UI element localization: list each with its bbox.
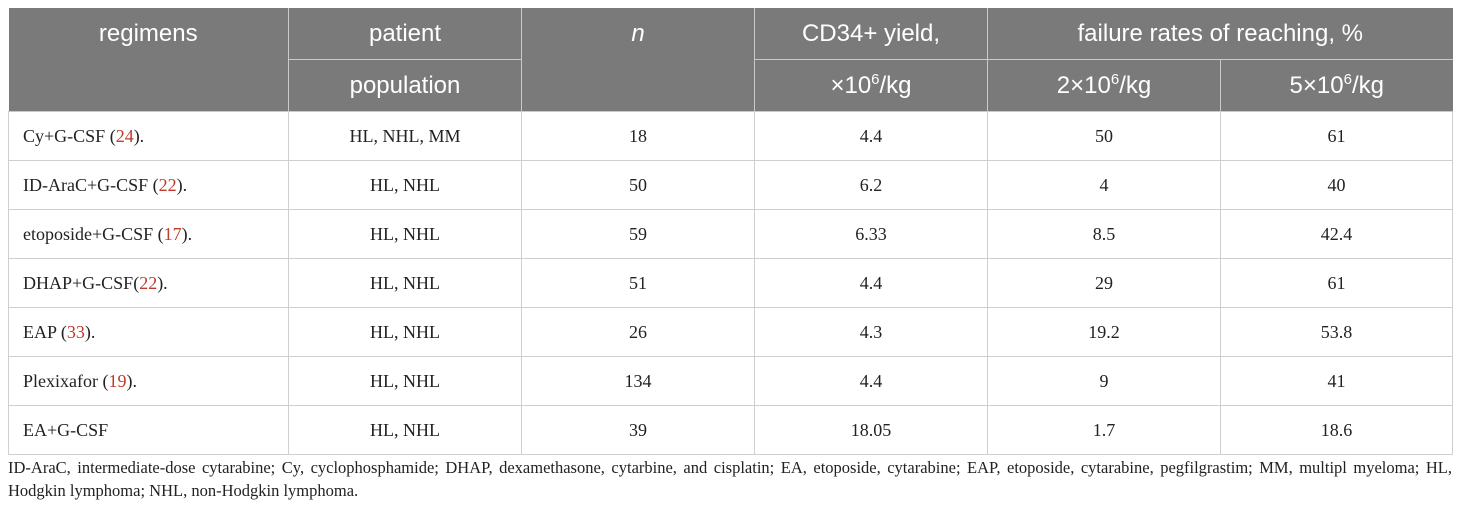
header-fail-2-prefix: 2×10 <box>1056 71 1111 99</box>
regimen-name: ID-AraC+G-CSF <box>23 174 153 195</box>
header-yield-top: CD34+ yield, <box>754 8 988 60</box>
reference-link[interactable]: 19 <box>108 370 127 391</box>
header-fail-5: 5×106/kg <box>1220 59 1453 112</box>
cell-fail-2: 29 <box>987 258 1221 308</box>
ref-open: ( <box>157 223 164 244</box>
cell-regimen: EA+G-CSF <box>8 405 289 455</box>
cell-n: 59 <box>521 209 755 259</box>
cell-fail-2: 9 <box>987 356 1221 406</box>
ref-open: ( <box>109 125 116 146</box>
header-fail-2-exp: 6 <box>1110 70 1120 88</box>
ref-open: ( <box>102 370 109 391</box>
header-failure-rates: failure rates of reaching, % <box>987 8 1453 60</box>
header-yield-suffix: /kg <box>879 71 912 99</box>
cell-population: HL, NHL <box>288 307 522 357</box>
ref-open: ( <box>60 321 67 342</box>
cell-n: 39 <box>521 405 755 455</box>
cell-regimen: ID-AraC+G-CSF (22). <box>8 160 289 210</box>
reference-link[interactable]: 33 <box>66 321 85 342</box>
table-header: regimens patient n CD34+ yield, failure … <box>8 8 1453 112</box>
cell-regimen: EAP (33). <box>8 307 289 357</box>
cell-fail-2: 1.7 <box>987 405 1221 455</box>
cell-yield: 4.3 <box>754 307 988 357</box>
reference-link[interactable]: 17 <box>163 223 182 244</box>
cell-n: 51 <box>521 258 755 308</box>
regimen-comparison-table: regimens patient n CD34+ yield, failure … <box>8 8 1454 455</box>
header-yield-bottom: ×106/kg <box>754 59 988 112</box>
regimen-name: etoposide+G-CSF <box>23 223 158 244</box>
header-fail-5-exp: 6 <box>1343 70 1352 88</box>
table-row: etoposide+G-CSF (17). HL, NHL 59 6.33 8.5 42.… <box>8 209 1454 259</box>
cell-fail-5: 53.8 <box>1219 307 1454 357</box>
cell-regimen: Plexixafor (19). <box>8 356 289 406</box>
cell-fail-5: 18.6 <box>1219 405 1454 455</box>
reference-link[interactable]: 22 <box>139 272 158 293</box>
ref-close: ). <box>133 125 145 146</box>
cell-yield: 4.4 <box>754 356 988 406</box>
table-row: DHAP+G-CSF(22). HL, NHL 51 4.4 29 61 <box>8 258 1454 308</box>
cell-population: HL, NHL <box>288 160 522 210</box>
cell-yield: 4.4 <box>754 258 988 308</box>
cell-n: 18 <box>521 111 755 161</box>
cell-fail-5: 41 <box>1219 356 1454 406</box>
reference-link[interactable]: 22 <box>158 174 177 195</box>
cell-population: HL, NHL <box>288 258 522 308</box>
table-row: Plexixafor (19). HL, NHL 134 4.4 9 41 <box>8 356 1454 406</box>
table-row: Cy+G-CSF (24). HL, NHL, MM 18 4.4 50 61 <box>8 111 1454 161</box>
header-yield-prefix: ×10 <box>830 71 872 99</box>
cell-yield: 6.2 <box>754 160 988 210</box>
cell-fail-5: 61 <box>1219 258 1454 308</box>
header-fail-5-prefix: 5×10 <box>1289 71 1344 99</box>
regimen-name: DHAP+G-CSF <box>23 272 134 293</box>
ref-close: ). <box>176 174 188 195</box>
cell-n: 134 <box>521 356 755 406</box>
header-regimens: regimens <box>8 8 289 112</box>
cell-fail-2: 8.5 <box>987 209 1221 259</box>
cell-n: 26 <box>521 307 755 357</box>
ref-close: ). <box>84 321 96 342</box>
header-patient-top: patient <box>288 8 522 60</box>
cell-fail-2: 4 <box>987 160 1221 210</box>
regimen-name: Plexixafor <box>23 370 103 391</box>
header-yield-exp: 6 <box>871 70 880 88</box>
cell-fail-5: 42.4 <box>1219 209 1454 259</box>
table-row: EA+G-CSF HL, NHL 39 18.05 1.7 18.6 <box>8 405 1454 455</box>
table-row: ID-AraC+G-CSF (22). HL, NHL 50 6.2 4 40 <box>8 160 1454 210</box>
cell-population: HL, NHL, MM <box>288 111 522 161</box>
regimen-name: Cy+G-CSF <box>23 125 110 146</box>
cell-population: HL, NHL <box>288 209 522 259</box>
header-n: n <box>521 8 755 112</box>
cell-regimen: etoposide+G-CSF (17). <box>8 209 289 259</box>
ref-close: ). <box>157 272 168 293</box>
header-fail-2: 2×106/kg <box>987 59 1221 112</box>
regimen-name: EA+G-CSF <box>23 419 109 440</box>
header-patient-bottom: population <box>288 59 522 112</box>
ref-open: ( <box>133 272 140 293</box>
cell-yield: 18.05 <box>754 405 988 455</box>
cell-yield: 6.33 <box>754 209 988 259</box>
regimen-name: EAP <box>23 321 61 342</box>
cell-yield: 4.4 <box>754 111 988 161</box>
table-footnote: ID-AraC, intermediate-dose cytarabine; C… <box>8 458 1452 500</box>
cell-population: HL, NHL <box>288 356 522 406</box>
cell-regimen: DHAP+G-CSF(22). <box>8 258 289 308</box>
cell-fail-5: 61 <box>1219 111 1454 161</box>
cell-fail-2: 50 <box>987 111 1221 161</box>
table-row: EAP (33). HL, NHL 26 4.3 19.2 53.8 <box>8 307 1454 357</box>
cell-fail-5: 40 <box>1219 160 1454 210</box>
cell-fail-2: 19.2 <box>987 307 1221 357</box>
cell-regimen: Cy+G-CSF (24). <box>8 111 289 161</box>
cell-n: 50 <box>521 160 755 210</box>
reference-link[interactable]: 24 <box>115 125 134 146</box>
header-fail-5-suffix: /kg <box>1351 71 1384 99</box>
ref-close: ). <box>181 223 193 244</box>
table-body: Cy+G-CSF (24). HL, NHL, MM 18 4.4 50 61 ID-Ara… <box>8 111 1454 455</box>
cell-population: HL, NHL <box>288 405 522 455</box>
data-table-container: regimens patient n CD34+ yield, failure … <box>8 8 1454 455</box>
ref-open: ( <box>152 174 159 195</box>
header-fail-2-suffix: /kg <box>1119 71 1152 99</box>
ref-close: ). <box>126 370 137 391</box>
